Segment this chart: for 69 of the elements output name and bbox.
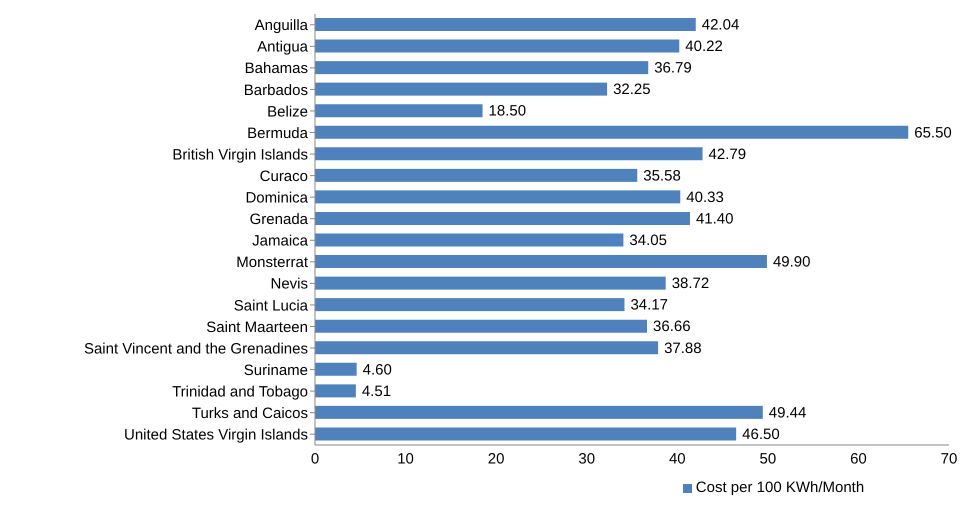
- data-label: 4.60: [362, 361, 392, 378]
- data-label: 18.50: [488, 102, 526, 120]
- data-label: 49.44: [768, 404, 806, 422]
- x-tick-label: 0: [310, 450, 320, 468]
- y-tick-label: Anguilla: [254, 17, 309, 34]
- y-tick-label: Belize: [267, 103, 308, 120]
- y-tick-label: Nevis: [270, 276, 308, 293]
- bar: [315, 234, 624, 246]
- data-label: 42.79: [708, 146, 746, 163]
- bar: [315, 82, 608, 96]
- y-tick-label: Grenada: [250, 211, 309, 228]
- data-label: 41.40: [696, 210, 734, 228]
- data-label: 37.88: [664, 340, 702, 357]
- bar: [315, 147, 703, 160]
- bar: [315, 384, 356, 398]
- y-tick-label: United States Virgin Islands: [124, 426, 308, 444]
- x-tick-label: 50: [760, 450, 776, 468]
- bar: [315, 61, 648, 74]
- x-tick-label: 30: [578, 450, 596, 468]
- data-label: 4.51: [362, 382, 392, 400]
- data-label: 36.79: [654, 60, 692, 77]
- y-tick-label: Monsterrat: [236, 254, 309, 272]
- bar: [315, 362, 357, 376]
- bar: [315, 190, 680, 204]
- x-tick-label: 70: [940, 450, 958, 468]
- bar: [315, 276, 666, 290]
- bar: [315, 104, 483, 118]
- data-label: 65.50: [914, 124, 952, 142]
- y-tick-label: Barbados: [244, 82, 308, 99]
- data-label: 46.50: [742, 426, 780, 443]
- data-label: 40.33: [686, 188, 724, 206]
- y-tick-label: Bahamas: [244, 60, 308, 78]
- y-tick-label: Jamaica: [252, 232, 309, 250]
- data-label: 40.22: [685, 38, 723, 56]
- data-label: 35.58: [643, 167, 681, 184]
- legend-label: Cost per 100 KWh/Month: [696, 479, 864, 496]
- data-label: 42.04: [702, 16, 740, 34]
- y-tick-label: Bermuda: [247, 124, 309, 142]
- data-label: 38.72: [672, 275, 710, 292]
- bar: [315, 255, 767, 268]
- y-tick-label: Saint Maarteen: [206, 318, 308, 336]
- bar: [315, 18, 696, 31]
- y-tick-label: British Virgin Islands: [172, 146, 308, 164]
- bar: [315, 341, 658, 354]
- y-tick-label: Trinidad and Tobago: [172, 383, 308, 400]
- data-label: 36.66: [653, 318, 691, 336]
- y-tick-label: Dominica: [245, 190, 309, 206]
- data-label: 34.05: [629, 232, 667, 249]
- bar: [315, 168, 638, 182]
- bar: [315, 320, 648, 333]
- data-label: 49.90: [772, 254, 810, 271]
- y-tick-label: Turks and Caicos: [192, 405, 308, 422]
- x-tick-label: 20: [488, 450, 504, 468]
- y-tick-label: Curaco: [260, 168, 308, 185]
- bar: [315, 298, 624, 312]
- x-tick-label: 60: [850, 450, 867, 468]
- y-tick-label: Antigua: [257, 38, 309, 56]
- y-tick-label: Saint Lucia: [234, 297, 309, 314]
- y-tick-label: Saint Vincent and the Grenadines: [84, 340, 308, 358]
- x-tick-label: 10: [397, 450, 414, 468]
- bar: [315, 406, 763, 419]
- bar: [315, 427, 736, 440]
- bar: [315, 40, 680, 53]
- x-tick-label: 40: [668, 450, 686, 468]
- y-tick-label: Suriname: [244, 362, 308, 379]
- data-label: 34.17: [630, 296, 668, 314]
- bar: [315, 126, 908, 139]
- bar: [315, 212, 690, 225]
- data-label: 32.25: [613, 81, 651, 98]
